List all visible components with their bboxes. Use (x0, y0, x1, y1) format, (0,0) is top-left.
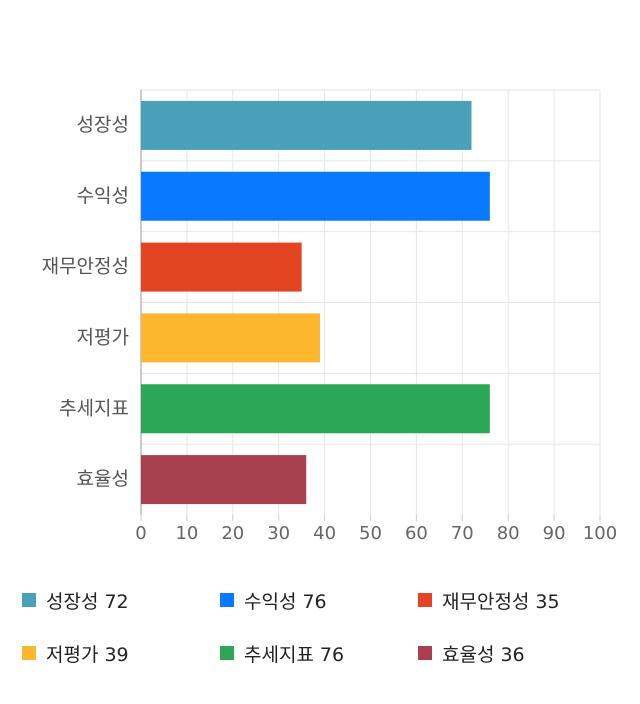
legend-label: 수익성 (244, 591, 296, 613)
y-tick-label: 성장성 (77, 114, 129, 136)
legend-value: 72 (104, 591, 128, 613)
legend-label: 성장성 (46, 591, 98, 613)
legend-entry: 재무안정성 35 (442, 591, 560, 613)
x-tick-label: 70 (451, 523, 474, 544)
x-tick-label: 40 (313, 523, 336, 544)
legend-swatch (418, 593, 432, 607)
x-tick-label: 100 (583, 523, 617, 544)
bar (141, 171, 490, 221)
legend-value: 76 (320, 644, 344, 666)
legend-swatch (220, 646, 234, 660)
legend-entry: 저평가 39 (46, 644, 129, 666)
legend-value: 76 (302, 591, 326, 613)
legend-entry: 수익성 76 (244, 591, 327, 613)
legend-swatch (418, 646, 432, 660)
bar (141, 100, 472, 150)
legend-swatch (220, 593, 234, 607)
legend-swatch (22, 593, 36, 607)
legend-value: 36 (500, 644, 524, 666)
legend-entry: 효율성 36 (442, 644, 525, 666)
x-tick-label: 20 (221, 523, 244, 544)
x-tick-label: 50 (359, 523, 382, 544)
legend-label: 저평가 (46, 644, 98, 666)
bar (141, 313, 321, 363)
x-tick-label: 30 (267, 523, 290, 544)
x-tick-label: 10 (175, 523, 198, 544)
legend-label: 재무안정성 (442, 591, 529, 613)
y-tick-label: 재무안정성 (42, 256, 129, 278)
x-tick-label: 90 (543, 523, 566, 544)
legend-swatch (22, 646, 36, 660)
y-tick-label: 추세지표 (59, 397, 129, 419)
legend-label: 효율성 (442, 644, 494, 666)
x-tick-label: 80 (497, 523, 520, 544)
legend-label: 추세지표 (244, 644, 314, 666)
bar (141, 242, 302, 292)
legend-value: 35 (535, 591, 559, 613)
y-tick-label: 저평가 (77, 326, 129, 348)
legend-entry: 성장성 72 (46, 591, 129, 613)
bar (141, 455, 307, 505)
y-tick-label: 효율성 (77, 468, 129, 490)
y-tick-label: 수익성 (77, 185, 129, 207)
legend-value: 39 (104, 644, 128, 666)
legend-entry: 추세지표 76 (244, 644, 344, 666)
x-tick-label: 0 (135, 523, 146, 544)
x-tick-label: 60 (405, 523, 428, 544)
bar (141, 384, 490, 434)
